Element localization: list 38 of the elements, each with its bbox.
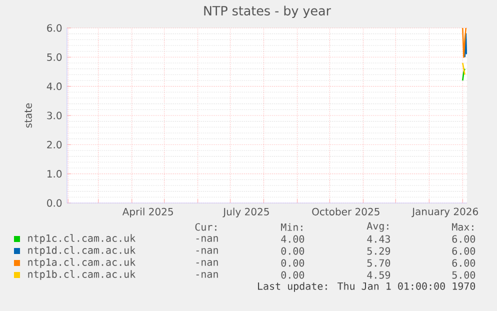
x-tick-label: January 2026	[412, 208, 478, 218]
text: -nan	[196, 260, 218, 266]
x-tick-label: July 2025	[222, 208, 269, 218]
y-tick-label: 1.0	[48, 170, 62, 178]
text: 5.70	[367, 259, 390, 267]
text: 4.59	[367, 271, 390, 279]
text: 0.00	[281, 259, 304, 267]
legend-label: ntp1b.cl.cam.ac.uk	[28, 270, 136, 280]
y-tick-label: 2.0	[47, 140, 62, 148]
text: 5.00	[452, 271, 476, 279]
legend-label: ntp1d.cl.cam.ac.uk	[28, 246, 136, 256]
text: 6.00	[452, 259, 476, 267]
text: -nan	[196, 248, 218, 254]
x-tick-label: October 2025	[312, 208, 380, 216]
text: 4.00	[281, 235, 304, 243]
text: Max:	[452, 223, 474, 231]
text: 6.00	[452, 247, 476, 255]
text: 4.43	[367, 235, 390, 243]
text: 0.00	[281, 271, 304, 279]
y-axis-title: state	[24, 103, 32, 128]
text: 5.29	[367, 247, 390, 255]
y-tick-label: 3.0	[47, 112, 62, 120]
y-tick-label: 4.0	[46, 82, 62, 90]
y-tick-label: 0.0	[47, 199, 62, 207]
text: -nan	[196, 236, 218, 242]
text: 0.00	[281, 247, 304, 255]
chart-title: NTP states - by year	[204, 6, 331, 18]
text: Avg:	[366, 222, 388, 232]
text: 6.00	[452, 235, 476, 243]
legend-label: ntp1a.cl.cam.ac.uk	[28, 258, 136, 268]
legend-label: ntp1c.cl.cam.ac.uk	[28, 234, 136, 244]
y-tick-label: 5.0	[47, 53, 62, 61]
text: Min:	[281, 223, 302, 231]
text: Last update: Thu Jan 1 01:00:00 1970	[258, 282, 476, 292]
y-tick-label: 6.0	[47, 24, 62, 32]
x-tick-label: April 2025	[122, 208, 173, 218]
text: Cur:	[195, 223, 216, 231]
text: -nan	[196, 272, 218, 278]
